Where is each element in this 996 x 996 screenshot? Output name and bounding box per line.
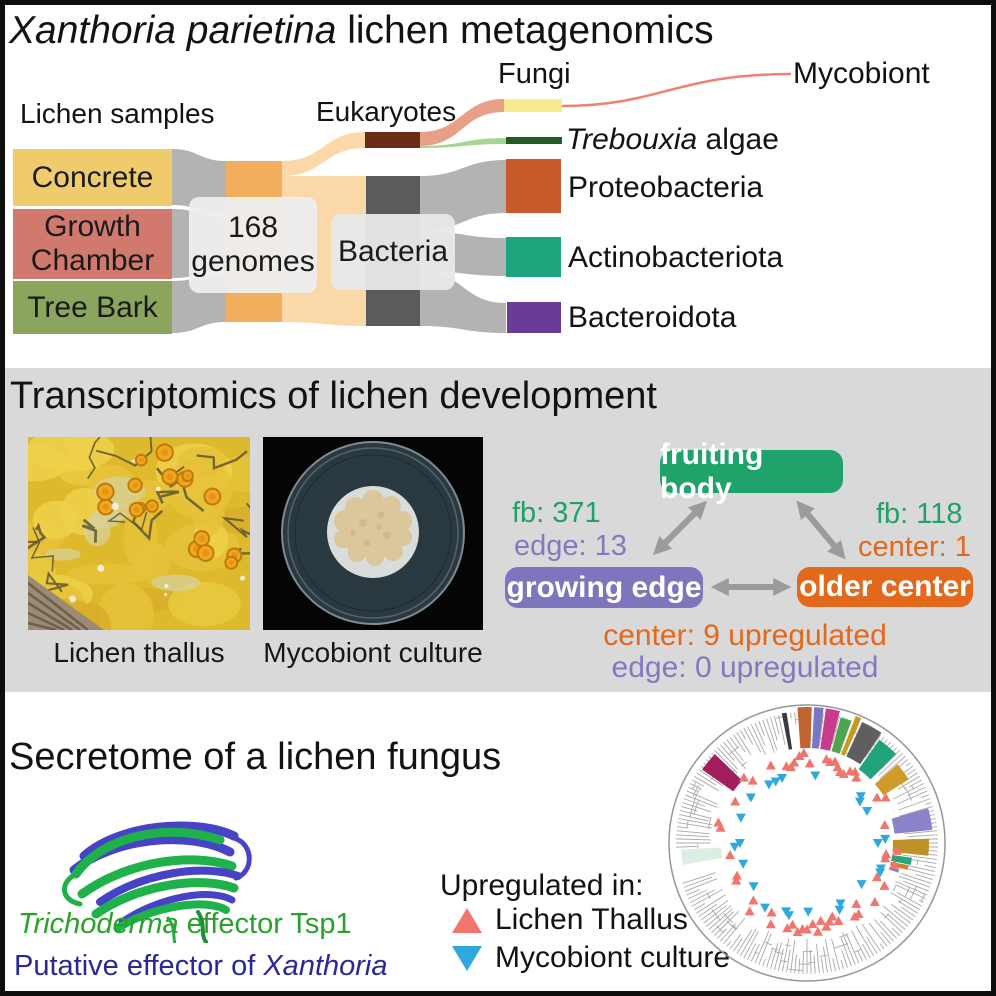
mycobiont-label: Mycobiont: [793, 57, 930, 90]
stage-growing-edge: growing edge: [505, 567, 703, 608]
lichen-samples-label: Lichen samples: [20, 98, 215, 129]
flow-bacteria-proteobacteria: [420, 160, 506, 231]
triangle-down-icon: [452, 945, 482, 971]
sample-box-growth-chamber: Growth Chamber: [13, 209, 172, 279]
genomes-count: 168: [227, 211, 279, 245]
lichen-thallus-photo: [28, 437, 250, 630]
metagenomics-title: Xanthoria parietina lichen metagenomics: [9, 9, 714, 52]
stat-fb-vs-edge-edge: edge: 13: [514, 530, 627, 562]
putative-effector-label: Putative effector of Xanthoria: [14, 950, 388, 982]
sample-box-concrete: Concrete: [13, 149, 172, 206]
node-proteobacteria: [506, 159, 561, 213]
trichoderma-effector-label: Trichoderma effector Tsp1: [18, 908, 352, 940]
eukaryotes-label: Eukaryotes: [316, 96, 457, 127]
proteobacteria-label: Proteobacteria: [568, 171, 764, 204]
triangle-up-icon: [452, 907, 482, 933]
flow-fungi-mycobiont: [560, 72, 792, 108]
node-fungi: [504, 99, 562, 112]
trebouxia-label: Trebouxia algae: [566, 123, 779, 156]
stage-arrows: [652, 500, 846, 596]
legend-item-mycobiont-culture: Mycobiont culture: [452, 941, 730, 975]
stat-fb-vs-center-fb: fb: 118: [876, 498, 963, 530]
legend-item-lichen-thallus: Lichen Thallus: [452, 903, 688, 937]
mycobiont-culture-caption: Mycobiont culture: [263, 637, 483, 668]
stage-fruiting-body: fruiting body: [660, 438, 843, 505]
bacteroidota-label: Bacteroidota: [568, 301, 737, 334]
metagenomics-title-species: Xanthoria parietina: [9, 9, 337, 52]
fungi-label: Fungi: [498, 58, 571, 90]
legend-title: Upregulated in:: [440, 869, 644, 902]
node-trebouxia: [506, 137, 562, 144]
culture-blob: [334, 490, 412, 566]
flow-eukaryotes-trebouxia: [420, 138, 506, 148]
phylogenetic-tree: [668, 704, 946, 982]
node-bacteroidota: [507, 302, 561, 333]
stat-center-upregulated: center: 9 upregulated: [603, 619, 887, 652]
stat-fb-vs-edge-fb: fb: 371: [512, 497, 601, 529]
stage-older-center: older center: [797, 567, 973, 607]
lichen-thallus-caption: Lichen thallus: [53, 637, 225, 668]
sample-box-tree-bark: Tree Bark: [13, 281, 172, 334]
mycobiont-culture-photo: [263, 437, 483, 630]
stat-edge-upregulated: edge: 0 upregulated: [611, 651, 879, 684]
secretome-title: Secretome of a lichen fungus: [9, 736, 502, 778]
node-actinobacteriota: [506, 237, 561, 277]
protein-structure: [62, 821, 252, 943]
actinobacteriota-label: Actinobacteriota: [568, 241, 784, 274]
flow-eukaryotes-fungi: [420, 99, 504, 146]
stat-fb-vs-center-center: center: 1: [858, 531, 971, 563]
flow-genomes-eukaryotes: [282, 132, 365, 176]
transcriptomics-title: Transcriptomics of lichen development: [10, 375, 657, 417]
genomes-count-box: 168 genomes: [189, 197, 317, 293]
node-eukaryotes: [365, 132, 420, 148]
bacteria-label-box: Bacteria: [331, 214, 455, 290]
